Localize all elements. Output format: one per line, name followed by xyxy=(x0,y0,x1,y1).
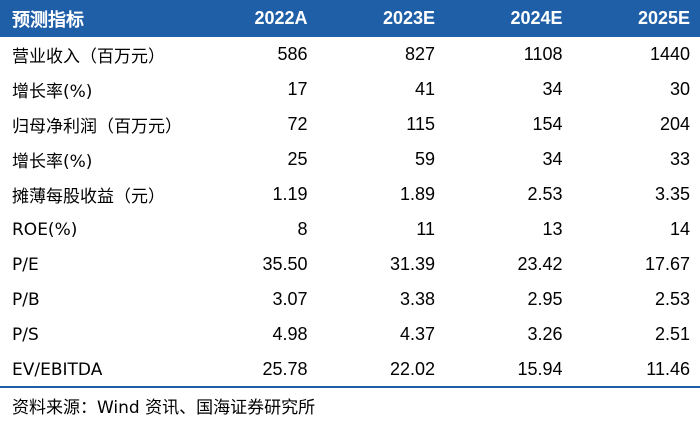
cell-value: 1108 xyxy=(523,44,563,64)
cell-value: 2.51 xyxy=(654,324,690,344)
row-label: 营业收入（百万元） xyxy=(12,47,165,67)
row-label: P/E xyxy=(12,254,39,275)
row-label: 增长率(%) xyxy=(12,82,93,102)
table-row: 归母净利润（百万元） 72 115 154 204 xyxy=(0,107,700,142)
cell-value: 41 xyxy=(414,79,435,99)
cell-value: 3.07 xyxy=(272,289,308,309)
cell-value: 17 xyxy=(287,79,308,99)
cell-value: 827 xyxy=(404,44,435,64)
table-row: EV/EBITDA 25.78 22.02 15.94 11.46 xyxy=(0,352,700,387)
cell-value: 33 xyxy=(669,149,690,169)
cell-value: 13 xyxy=(542,219,563,239)
cell-value: 34 xyxy=(542,79,563,99)
cell-value: 1.19 xyxy=(272,184,308,204)
cell-value: 34 xyxy=(542,149,563,169)
cell-value: 14 xyxy=(669,219,690,239)
header-cell-2024e: 2024E xyxy=(510,8,563,28)
table-row: 增长率(%) 17 41 34 30 xyxy=(0,72,700,107)
row-label: ROE(%) xyxy=(12,219,78,240)
cell-value: 59 xyxy=(414,149,435,169)
cell-value: 11 xyxy=(416,219,435,239)
cell-value: 23.42 xyxy=(517,254,563,274)
cell-value: 2.53 xyxy=(527,184,563,204)
cell-value: 154 xyxy=(532,114,563,134)
cell-value: 3.38 xyxy=(399,289,435,309)
cell-value: 2.53 xyxy=(654,289,690,309)
table-row: ROE(%) 8 11 13 14 xyxy=(0,212,700,247)
cell-value: 11.46 xyxy=(646,359,690,379)
cell-value: 30 xyxy=(669,79,690,99)
header-cell-2022a: 2022A xyxy=(254,8,308,28)
row-label: P/S xyxy=(12,324,39,345)
row-label: P/B xyxy=(12,289,40,310)
source-note: 资料来源：Wind 资讯、国海证券研究所 xyxy=(12,398,316,418)
cell-value: 1.89 xyxy=(399,184,435,204)
cell-value: 3.35 xyxy=(654,184,690,204)
cell-value: 17.67 xyxy=(644,254,690,274)
cell-value: 2.95 xyxy=(527,289,563,309)
cell-value: 15.94 xyxy=(517,359,563,379)
table-row: P/E 35.50 31.39 23.42 17.67 xyxy=(0,247,700,282)
cell-value: 3.26 xyxy=(527,324,563,344)
cell-value: 4.98 xyxy=(272,324,308,344)
header-cell-2023e: 2023E xyxy=(382,8,435,28)
table-row: P/S 4.98 4.37 3.26 2.51 xyxy=(0,317,700,352)
cell-value: 4.37 xyxy=(399,324,435,344)
cell-value: 586 xyxy=(277,44,308,64)
table-row: 增长率(%) 25 59 34 33 xyxy=(0,142,700,177)
cell-value: 115 xyxy=(406,114,435,134)
table-row: P/B 3.07 3.38 2.95 2.53 xyxy=(0,282,700,317)
row-label: 归母净利润（百万元） xyxy=(12,117,182,137)
row-label: EV/EBITDA xyxy=(12,359,103,380)
row-label: 增长率(%) xyxy=(12,152,93,172)
header-cell-indicator: 预测指标 xyxy=(12,9,84,30)
header-cell-2025e: 2025E xyxy=(637,8,690,28)
table-bottom-rule xyxy=(0,386,700,388)
cell-value: 25.78 xyxy=(262,359,308,379)
cell-value: 31.39 xyxy=(389,254,435,274)
table-header-row: 预测指标 2022A 2023E 2024E 2025E xyxy=(0,0,700,37)
cell-value: 25 xyxy=(287,149,308,169)
forecast-table: 预测指标 2022A 2023E 2024E 2025E 营业收入（百万元） 5… xyxy=(0,0,700,387)
cell-value: 1440 xyxy=(649,44,690,64)
row-label: 摊薄每股收益（元） xyxy=(12,187,165,207)
cell-value: 8 xyxy=(297,219,308,239)
cell-value: 22.02 xyxy=(389,359,435,379)
table-row: 摊薄每股收益（元） 1.19 1.89 2.53 3.35 xyxy=(0,177,700,212)
table-row: 营业收入（百万元） 586 827 1108 1440 xyxy=(0,37,700,72)
cell-value: 72 xyxy=(287,114,308,134)
cell-value: 204 xyxy=(659,114,690,134)
cell-value: 35.50 xyxy=(262,254,308,274)
